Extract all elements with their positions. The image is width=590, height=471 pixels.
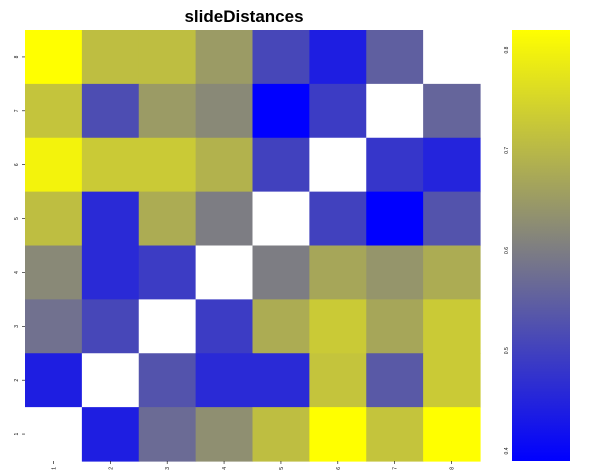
heatmap-cell bbox=[138, 191, 197, 247]
diagonal-cell bbox=[423, 30, 481, 85]
diagonal-cell bbox=[81, 353, 140, 408]
x-tick-label: 3 bbox=[165, 467, 171, 470]
y-tick-label: 5 bbox=[14, 217, 20, 220]
heatmap-cell bbox=[25, 30, 83, 85]
diagonal-cell bbox=[366, 83, 424, 139]
heatmap-cell bbox=[423, 407, 481, 462]
heatmap-cell bbox=[25, 245, 83, 300]
y-tick-label: 1 bbox=[14, 432, 20, 435]
x-tick-label: 5 bbox=[279, 467, 285, 470]
x-axis: 1 2 3 4 5 6 7 8 bbox=[51, 461, 456, 470]
heatmap-cell bbox=[366, 191, 424, 247]
diagonal-cell bbox=[252, 191, 310, 247]
y-tick-label: 8 bbox=[14, 55, 20, 58]
heatmap-cell bbox=[25, 191, 83, 247]
heatmap-cell bbox=[423, 83, 481, 139]
heatmap-cell bbox=[81, 407, 140, 462]
heatmap-cell bbox=[423, 191, 481, 247]
heatmap-cell bbox=[366, 299, 424, 354]
heatmap-cell bbox=[81, 299, 140, 354]
chart-title: slideDistances bbox=[184, 7, 303, 26]
heatmap-cell bbox=[366, 407, 424, 462]
heatmap-cell bbox=[195, 30, 254, 85]
heatmap-cell bbox=[138, 353, 197, 408]
heatmap-cell bbox=[81, 30, 140, 85]
heatmap-cell bbox=[25, 299, 83, 354]
colorbar-gradient bbox=[512, 30, 570, 461]
heatmap-cell bbox=[195, 191, 254, 247]
heatmap-cell bbox=[25, 137, 83, 193]
heatmap-cell bbox=[81, 245, 140, 300]
heatmap-cell bbox=[138, 137, 197, 193]
colorbar-tick-label: 0.6 bbox=[504, 247, 510, 254]
heatmap-cell bbox=[366, 30, 424, 85]
heatmap-cell bbox=[81, 191, 140, 247]
heatmap-cell bbox=[81, 137, 140, 193]
y-tick-label: 4 bbox=[14, 271, 20, 274]
x-tick-label: 2 bbox=[108, 467, 114, 470]
colorbar-tick-label: 0.7 bbox=[504, 147, 510, 154]
heatmap-cell bbox=[423, 299, 481, 354]
y-tick-label: 6 bbox=[14, 163, 20, 166]
heatmap-cell bbox=[138, 83, 197, 139]
x-tick-label: 7 bbox=[393, 467, 399, 470]
heatmap-cell bbox=[309, 245, 367, 300]
heatmap-cell bbox=[252, 137, 310, 193]
diagonal-cell bbox=[25, 407, 83, 462]
heatmap-cell bbox=[309, 299, 367, 354]
colorbar-ticks: 0.4 0.5 0.6 0.7 0.8 bbox=[504, 46, 510, 454]
heatmap-cell bbox=[195, 137, 254, 193]
heatmap-cell bbox=[366, 353, 424, 408]
x-tick-label: 6 bbox=[336, 467, 342, 470]
heatmap-cell bbox=[138, 30, 197, 85]
heatmap-cell bbox=[423, 245, 481, 300]
heatmap-cell bbox=[195, 407, 254, 462]
heatmap-cell bbox=[195, 83, 254, 139]
y-axis: 1 2 3 4 5 6 7 8 bbox=[14, 55, 25, 435]
colorbar bbox=[512, 30, 570, 461]
x-tick-label: 1 bbox=[51, 467, 57, 470]
heatmap-cell bbox=[252, 299, 310, 354]
heatmap-cell bbox=[195, 353, 254, 408]
heatmap-cell bbox=[81, 83, 140, 139]
heatmap-cell bbox=[309, 407, 367, 462]
heatmap-cell bbox=[25, 353, 83, 408]
y-tick-label: 2 bbox=[14, 379, 20, 382]
heatmap-cell bbox=[252, 83, 310, 139]
heatmap-cell bbox=[252, 407, 310, 462]
heatmap-cell bbox=[252, 245, 310, 300]
diagonal-cell bbox=[309, 137, 367, 193]
heatmap-cell bbox=[252, 353, 310, 408]
heatmap-cell bbox=[309, 353, 367, 408]
heatmap-cells bbox=[25, 30, 481, 462]
colorbar-tick-label: 0.4 bbox=[504, 447, 510, 454]
heatmap-cell bbox=[423, 353, 481, 408]
colorbar-tick-label: 0.8 bbox=[504, 46, 510, 53]
x-tick-label: 8 bbox=[450, 467, 456, 470]
diagonal-cell bbox=[195, 245, 254, 300]
heatmap-cell bbox=[309, 30, 367, 85]
heatmap-cell bbox=[366, 245, 424, 300]
heatmap-cell bbox=[309, 191, 367, 247]
diagonal-cell bbox=[138, 299, 197, 354]
heatmap-cell bbox=[252, 30, 310, 85]
heatmap-cell bbox=[138, 407, 197, 462]
heatmap-cell bbox=[309, 83, 367, 139]
colorbar-tick-label: 0.5 bbox=[504, 347, 510, 354]
y-tick-label: 3 bbox=[14, 325, 20, 328]
y-tick-label: 7 bbox=[14, 109, 20, 112]
heatmap-cell bbox=[138, 245, 197, 300]
heatmap-cell bbox=[366, 137, 424, 193]
heatmap-cell bbox=[423, 137, 481, 193]
x-tick-label: 4 bbox=[222, 467, 228, 470]
heatmap-cell bbox=[25, 83, 83, 139]
heatmap-cell bbox=[195, 299, 254, 354]
